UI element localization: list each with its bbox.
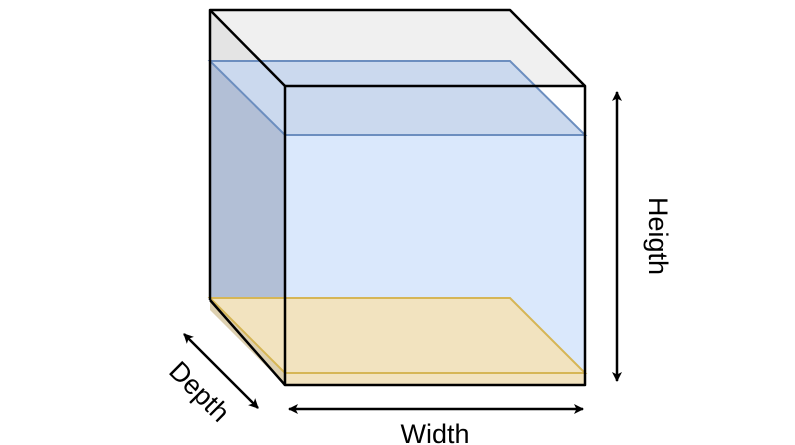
sand-front [284, 372, 586, 386]
height-label: Heigth [643, 197, 673, 275]
depth-arrow [183, 333, 259, 409]
tank-outline [208, 8, 587, 387]
width-label: Width [400, 419, 469, 445]
depth-label: Depth [163, 356, 235, 428]
